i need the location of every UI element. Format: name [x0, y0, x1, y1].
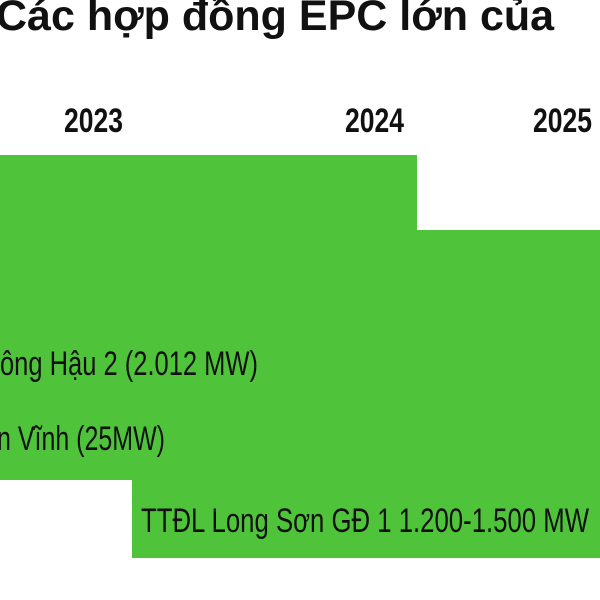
bar-4	[132, 478, 600, 558]
bar-label-4: TTĐL Long Sơn GĐ 1 1.200-1.500 MW	[141, 502, 589, 540]
bar-3	[0, 400, 600, 480]
bar-0	[0, 155, 417, 235]
bar-1	[0, 230, 600, 320]
bars-group	[0, 155, 600, 558]
year-tick-2025: 2025	[533, 102, 592, 140]
bar-label-3: n Vĩnh (25MW)	[0, 420, 165, 458]
labels-group: ông Hậu 2 (2.012 MW) n Vĩnh (25MW) TTĐL Lo…	[0, 345, 589, 540]
bar-2	[0, 320, 600, 400]
year-tick-2024: 2024	[345, 102, 404, 140]
bar-label-2: ông Hậu 2 (2.012 MW)	[0, 345, 258, 383]
chart-title: Các hợp đồng EPC lớn của	[0, 0, 555, 40]
year-tick-2023: 2023	[64, 102, 123, 140]
